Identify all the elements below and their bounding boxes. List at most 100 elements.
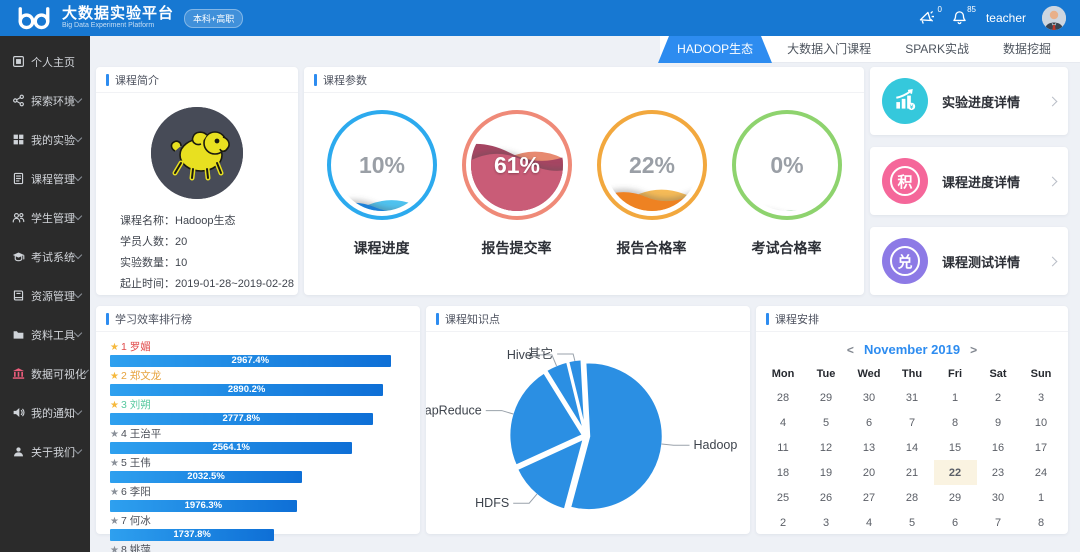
calendar-day-cell[interactable]: 9 xyxy=(994,416,1002,429)
title-accent-bar xyxy=(436,312,439,325)
bell-icon[interactable]: 85 xyxy=(952,5,976,26)
ranking-title: 学习效率排行榜 xyxy=(115,313,192,326)
sidebar-item-my-notifications[interactable]: 我的通知 xyxy=(0,393,90,432)
calendar-day-cell[interactable]: 22 xyxy=(933,460,977,485)
calendar-day-cell[interactable]: 4 xyxy=(779,416,787,429)
calendar-day-cell[interactable]: 2 xyxy=(779,516,787,529)
calendar-day-cell[interactable]: 13 xyxy=(862,441,876,454)
calendar-day-cell[interactable]: 20 xyxy=(862,466,876,479)
calendar-day-cell[interactable]: 1 xyxy=(1037,491,1045,504)
tab-2[interactable]: 大数据入门课程 xyxy=(770,36,888,62)
experiment-progress-detail-card[interactable]: ¥ 实验进度详情 xyxy=(870,67,1068,135)
sidebar-item-resource-management[interactable]: 资源管理 xyxy=(0,276,90,315)
course-progress-detail-card[interactable]: 积 课程进度详情 xyxy=(870,147,1068,215)
avatar[interactable] xyxy=(1042,6,1066,30)
calendar-day-cell[interactable]: 24 xyxy=(1034,466,1048,479)
pie-label: 其它 xyxy=(528,346,553,361)
app-title: 大数据实验平台 xyxy=(62,5,175,22)
sidebar-item-data-visualization[interactable]: 数据可视化 xyxy=(0,354,90,393)
knowledge-card: 课程知识点 Hadoop HDFS MapReduce Hive 其它 xyxy=(414,306,750,534)
calendar-day-cell[interactable]: 31 xyxy=(905,391,919,404)
calendar-day-cell[interactable]: 11 xyxy=(777,441,789,454)
calendar-day-cell[interactable]: 26 xyxy=(819,491,833,504)
sidebar-item-label: 考试系统 xyxy=(31,251,75,264)
calendar-day-cell[interactable]: 5 xyxy=(908,516,916,529)
student-name: 李阳 xyxy=(129,486,151,498)
course-info-field: 课程名称：Hadoop生态 xyxy=(120,215,236,227)
gauge-percent: 61% xyxy=(493,152,539,178)
tools-icon xyxy=(12,328,25,341)
calendar-day-cell[interactable]: 5 xyxy=(822,416,830,429)
chevron-down-icon xyxy=(73,211,83,221)
tab-1[interactable]: HADOOP生态 xyxy=(658,36,773,63)
dataviz-icon xyxy=(12,367,25,380)
calendar-day-cell[interactable]: 23 xyxy=(991,466,1005,479)
calendar-day-cell[interactable]: 29 xyxy=(948,491,962,504)
ranking-bar: 2777.8% xyxy=(110,413,373,425)
ranking-row-1: ★ 1 罗媚 2967.4% xyxy=(110,340,406,367)
sidebar-item-data-tools[interactable]: 资料工具 xyxy=(0,315,90,354)
calendar-day-cell[interactable]: 18 xyxy=(776,466,790,479)
calendar-day-header: Tue xyxy=(816,368,836,380)
ranking-row-3: ★ 3 刘朔 2777.8% xyxy=(110,398,406,425)
calendar-day-cell[interactable]: 28 xyxy=(905,491,919,504)
glyph-兑: 兑 xyxy=(890,246,920,276)
sidebar-item-explore-environment[interactable]: 探索环境 xyxy=(0,81,90,120)
calendar-day-cell[interactable]: 19 xyxy=(819,466,833,479)
ranking-value: 2890.2% xyxy=(227,384,266,395)
glyph-积: 积 xyxy=(890,166,920,196)
megaphone-icon[interactable]: 0 xyxy=(918,5,942,26)
tab-4[interactable]: 数据挖掘 xyxy=(986,36,1068,62)
sidebar-item-my-experiments[interactable]: 我的实验 xyxy=(0,120,90,159)
sidebar-item-label: 数据可视化 xyxy=(31,368,86,381)
calendar-day-cell[interactable]: 25 xyxy=(776,491,790,504)
calendar-day-cell[interactable]: 2 xyxy=(994,391,1002,404)
ranking-row-2: ★ 2 郑文龙 2890.2% xyxy=(110,369,406,396)
sidebar: 个人主页 探索环境 我的实验 课程管理 学生管理 考试系统 资源管理 资料工具 … xyxy=(0,36,90,552)
username[interactable]: teacher xyxy=(985,11,1026,25)
calendar-day-cell[interactable]: 3 xyxy=(822,516,830,529)
tab-3[interactable]: SPARK实战 xyxy=(888,36,986,62)
calendar-day-cell[interactable]: 27 xyxy=(862,491,876,504)
calendar-day-cell[interactable]: 12 xyxy=(819,441,833,454)
calendar-day-cell[interactable]: 14 xyxy=(905,441,919,454)
calendar-next-button[interactable]: > xyxy=(970,342,978,357)
calendar-day-cell[interactable]: 10 xyxy=(1034,416,1048,429)
gauge-label: 报告提交率 xyxy=(481,240,552,256)
sidebar-item-exam-system[interactable]: 考试系统 xyxy=(0,237,90,276)
calendar-day-cell[interactable]: 28 xyxy=(776,391,790,404)
notify-icon xyxy=(12,406,25,419)
course-params-title: 课程参数 xyxy=(323,74,367,87)
star-icon: ★ xyxy=(110,400,119,411)
star-icon: ★ xyxy=(110,429,119,440)
calendar-day-cell[interactable]: 6 xyxy=(951,516,959,529)
calendar-day-cell[interactable]: 7 xyxy=(994,516,1002,529)
course-test-detail-card[interactable]: 兑 课程测试详情 xyxy=(870,227,1068,295)
schedule-title: 课程安排 xyxy=(775,313,819,326)
star-icon: ★ xyxy=(110,371,119,382)
explore-icon xyxy=(12,94,25,107)
sidebar-item-course-management[interactable]: 课程管理 xyxy=(0,159,90,198)
course-intro-title: 课程简介 xyxy=(115,74,159,87)
calendar-day-cell[interactable]: 8 xyxy=(1037,516,1045,529)
calendar-prev-button[interactable]: < xyxy=(846,342,854,357)
calendar-day-cell[interactable]: 1 xyxy=(951,391,959,404)
calendar-day-cell[interactable]: 21 xyxy=(905,466,919,479)
sidebar-item-about-us[interactable]: 关于我们 xyxy=(0,432,90,471)
calendar-day-cell[interactable]: 7 xyxy=(908,416,916,429)
calendar-day-cell[interactable]: 30 xyxy=(991,491,1005,504)
sidebar-item-personal-home[interactable]: 个人主页 xyxy=(0,42,90,81)
calendar-day-cell[interactable]: 29 xyxy=(819,391,833,404)
sidebar-item-student-management[interactable]: 学生管理 xyxy=(0,198,90,237)
calendar-day-cell[interactable]: 6 xyxy=(865,416,873,429)
calendar-day-cell[interactable]: 8 xyxy=(951,416,959,429)
calendar-day-cell[interactable]: 15 xyxy=(948,441,962,454)
calendar-day-cell[interactable]: 4 xyxy=(865,516,873,529)
calendar-day-cell[interactable]: 17 xyxy=(1034,441,1048,454)
bd-logo-icon xyxy=(18,7,50,30)
calendar-day-cell[interactable]: 30 xyxy=(862,391,876,404)
star-icon: ★ xyxy=(110,516,119,527)
calendar-day-cell[interactable]: 3 xyxy=(1037,391,1045,404)
calendar-day-cell[interactable]: 16 xyxy=(991,441,1005,454)
course-info-field: 起止时间：2019-01-28~2019-02-28 xyxy=(120,278,294,290)
